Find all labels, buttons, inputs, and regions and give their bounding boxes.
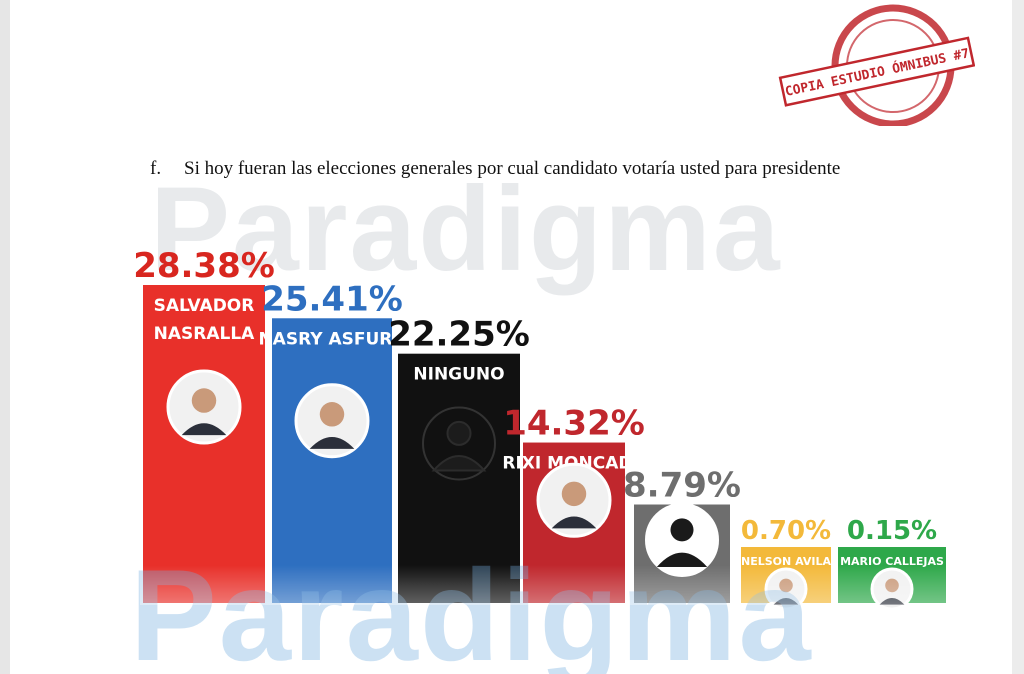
silhouette-icon [422,406,496,481]
photo-face [561,481,587,507]
silhouette-head [446,420,472,446]
silhouette-icon [645,502,719,577]
bar-group: 22.25% NINGUNO [388,315,530,603]
photo-shoulders [551,516,597,529]
watermark-brand-top: Paradigma [150,162,782,296]
bar-group: 14.32%RIXI MONCADA [502,404,646,603]
photo-shoulders [181,423,227,436]
question-number: f. [150,158,162,179]
data-label: 14.32% [503,404,645,444]
category-label: NELSON AVILA [741,555,831,568]
question-text: Si hoy fueran las elecciones generales p… [184,158,841,179]
data-label: 8.79% [623,466,741,506]
bar-group: 0.15% MARIO CALLEJAS [838,516,946,611]
photo-shoulders [773,598,799,605]
category-label: SALVADOR [154,296,255,316]
data-label: 0.15% [847,516,937,546]
page-edge-right [1012,0,1024,674]
candidate-photo-icon [536,462,612,538]
bar-group: 25.41% NASRY ASFURA [258,279,406,603]
candidate-photo-icon [764,567,808,611]
bar-group: 8.79%NS/NR [623,466,741,603]
photo-face [885,578,899,593]
page-edge-left [0,0,10,674]
watermark-top: Paradigma [150,160,782,298]
photo-face [779,578,793,593]
photo-face [191,388,217,413]
candidate-photo-icon [166,369,242,445]
category-label: NASRY ASFURA [258,329,406,349]
candidate-photo-icon [870,567,914,611]
candidate-photo-icon [294,383,370,459]
data-label: 22.25% [388,315,530,355]
category-label: MARIO CALLEJAS [840,555,944,568]
bar-group: 0.70% NELSON AVILA [741,516,831,611]
data-label: 0.70% [741,516,831,546]
watermark-bottom: Paradigma [130,540,813,674]
watermark-brand-bottom: Paradigma [130,542,813,674]
photo-shoulders [879,598,905,605]
silhouette-head [670,518,694,542]
stamp: COPIA ESTUDIO ÓMNIBUS #7 [778,4,975,126]
bar [272,318,392,603]
photo-face [319,402,345,427]
category-label: NASRALLA [154,324,256,344]
data-label: 28.38% [133,246,275,286]
silhouette-body [656,552,708,567]
bar-group: 28.38% SALVADOR NASRALLA [133,246,275,603]
photo-shoulders [309,436,355,449]
category-label: NINGUNO [413,365,504,385]
data-label: 25.41% [261,279,403,319]
silhouette-body [431,455,487,472]
